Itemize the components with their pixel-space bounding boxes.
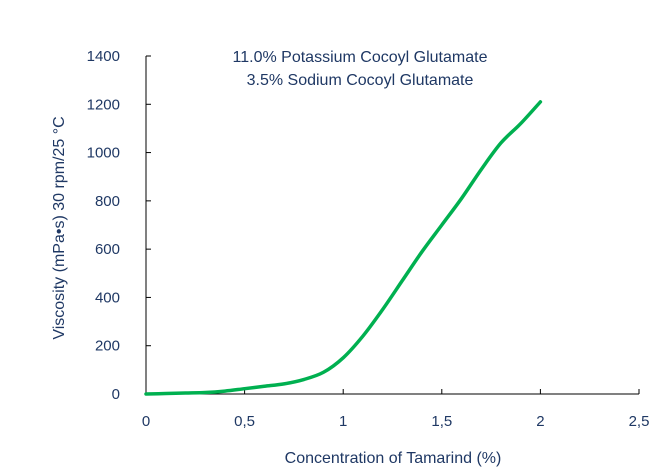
x-tick-label: 2 — [536, 413, 544, 430]
y-tick-label: 1000 — [87, 145, 120, 162]
x-axis: 0 0,5 1 1,5 2 2,5 — [142, 389, 650, 430]
y-axis-title: Viscosity (mPa•s) 30 rpm/25 °C — [51, 116, 68, 339]
x-tick-label: 0 — [142, 413, 150, 430]
y-tick-label: 1400 — [87, 48, 120, 65]
x-tick-label: 1 — [339, 413, 347, 430]
y-tick-label: 800 — [95, 193, 120, 210]
x-tick-label: 0,5 — [234, 413, 255, 430]
annotation-line-2: 3.5% Sodium Cocoyl Glutamate — [247, 72, 474, 89]
y-tick-label: 200 — [95, 338, 120, 355]
y-tick-label: 600 — [95, 241, 120, 258]
series-line — [144, 100, 543, 396]
y-tick-label: 1200 — [87, 96, 120, 113]
y-tick-label: 400 — [95, 289, 120, 306]
series-layer — [144, 100, 543, 396]
annotation-block: 11.0% Potassium Cocoyl Glutamate 3.5% So… — [233, 49, 488, 89]
y-tick-label: 0 — [112, 386, 120, 403]
annotation-line-1: 11.0% Potassium Cocoyl Glutamate — [233, 49, 488, 66]
x-tick-label: 1,5 — [431, 413, 452, 430]
x-tick-label: 2,5 — [629, 413, 650, 430]
y-axis: 0 200 400 600 800 1000 1200 1400 — [87, 48, 151, 403]
x-axis-title: Concentration of Tamarind (%) — [285, 450, 502, 467]
